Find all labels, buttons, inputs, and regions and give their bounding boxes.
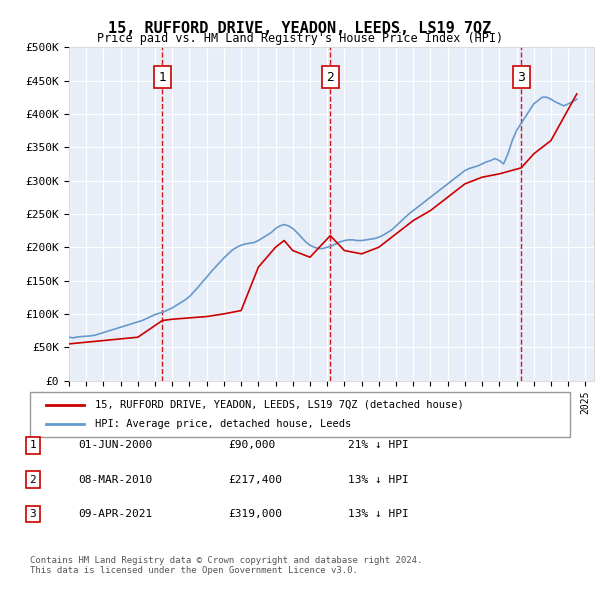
Text: HPI: Average price, detached house, Leeds: HPI: Average price, detached house, Leed… xyxy=(95,419,351,429)
Text: 2: 2 xyxy=(29,475,37,484)
Text: 21% ↓ HPI: 21% ↓ HPI xyxy=(348,441,409,450)
Text: 3: 3 xyxy=(517,71,525,84)
Text: 3: 3 xyxy=(29,509,37,519)
Text: Contains HM Land Registry data © Crown copyright and database right 2024.
This d: Contains HM Land Registry data © Crown c… xyxy=(30,556,422,575)
Text: £217,400: £217,400 xyxy=(228,475,282,484)
Text: 13% ↓ HPI: 13% ↓ HPI xyxy=(348,475,409,484)
Text: 09-APR-2021: 09-APR-2021 xyxy=(78,509,152,519)
Text: 15, RUFFORD DRIVE, YEADON, LEEDS, LS19 7QZ: 15, RUFFORD DRIVE, YEADON, LEEDS, LS19 7… xyxy=(109,21,491,35)
Text: Price paid vs. HM Land Registry's House Price Index (HPI): Price paid vs. HM Land Registry's House … xyxy=(97,32,503,45)
Text: 13% ↓ HPI: 13% ↓ HPI xyxy=(348,509,409,519)
Text: 08-MAR-2010: 08-MAR-2010 xyxy=(78,475,152,484)
Text: 01-JUN-2000: 01-JUN-2000 xyxy=(78,441,152,450)
Text: 15, RUFFORD DRIVE, YEADON, LEEDS, LS19 7QZ (detached house): 15, RUFFORD DRIVE, YEADON, LEEDS, LS19 7… xyxy=(95,400,464,409)
FancyBboxPatch shape xyxy=(30,392,570,437)
Text: 1: 1 xyxy=(29,441,37,450)
Text: 2: 2 xyxy=(326,71,334,84)
Text: £90,000: £90,000 xyxy=(228,441,275,450)
Text: 1: 1 xyxy=(158,71,166,84)
Text: £319,000: £319,000 xyxy=(228,509,282,519)
